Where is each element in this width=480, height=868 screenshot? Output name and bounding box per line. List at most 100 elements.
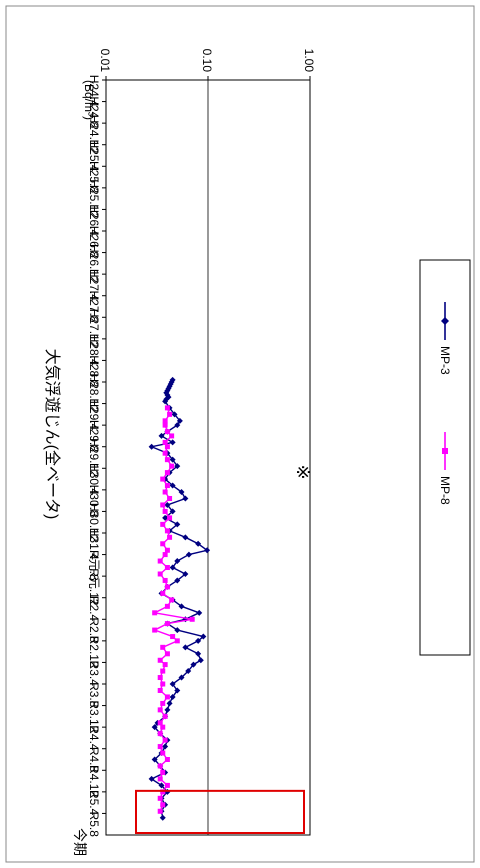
data-point-MP-8 — [164, 547, 170, 553]
data-point-MP-8 — [160, 700, 166, 706]
data-point-MP-8 — [157, 707, 163, 713]
data-point-MP-8 — [169, 433, 175, 439]
data-point-MP-3 — [169, 508, 176, 515]
data-point-MP-3 — [196, 609, 203, 616]
data-point-MP-8 — [164, 470, 170, 476]
data-point-MP-3 — [159, 814, 166, 821]
data-point-MP-3 — [195, 637, 202, 644]
data-point-MP-3 — [182, 534, 189, 541]
x-tick-label: H28.8 — [87, 355, 101, 387]
data-point-MP-8 — [157, 744, 163, 750]
data-point-MP-3 — [176, 417, 183, 424]
data-point-MP-8 — [162, 450, 168, 456]
legend-label-MP-8: MP-8 — [438, 476, 452, 505]
x-tick-label: H29.12 — [87, 438, 101, 477]
data-point-MP-8 — [164, 444, 170, 450]
data-point-MP-8 — [157, 657, 163, 663]
data-point-MP-8 — [169, 463, 175, 469]
data-point-MP-8 — [189, 616, 195, 622]
x-tick-label: H27.12 — [87, 309, 101, 348]
x-tick-label: H28.12 — [87, 373, 101, 412]
data-point-MP-3 — [158, 782, 165, 789]
x-tick-label: H24.12 — [87, 115, 101, 154]
data-point-MP-8 — [160, 802, 166, 808]
data-point-MP-8 — [160, 681, 166, 687]
x-tick-label: R元.12 — [87, 568, 101, 606]
data-point-MP-3 — [148, 775, 155, 782]
data-point-MP-3 — [171, 411, 178, 418]
x-tick-label: H29.8 — [87, 420, 101, 452]
data-point-MP-3 — [182, 570, 189, 577]
x-tick-label: H27.4 — [87, 269, 101, 301]
legend-marker-MP-3 — [441, 317, 449, 325]
x-tick-label: H30.4 — [87, 463, 101, 495]
data-point-MP-3 — [178, 603, 185, 610]
x-tick-label: H31.4 — [87, 528, 101, 560]
data-point-MP-8 — [160, 750, 166, 756]
data-point-MP-8 — [162, 713, 168, 719]
data-point-MP-3 — [162, 398, 169, 405]
data-point-MP-3 — [182, 644, 189, 651]
data-point-MP-3 — [166, 700, 173, 707]
data-point-MP-8 — [164, 782, 170, 788]
data-point-MP-8 — [157, 731, 163, 737]
data-point-MP-8 — [160, 644, 166, 650]
data-point-MP-3 — [169, 681, 176, 687]
data-point-MP-3 — [164, 706, 171, 713]
data-point-MP-8 — [160, 521, 166, 527]
data-point-MP-8 — [160, 668, 166, 674]
data-point-MP-8 — [162, 737, 168, 743]
data-point-MP-3 — [195, 650, 202, 657]
data-point-MP-3 — [162, 743, 169, 750]
chart-title: 大気浮遊じん(全ベータ) — [43, 349, 61, 520]
y-tick-label: 0.01 — [98, 49, 112, 73]
x-tick-label: H25.4 — [87, 139, 101, 171]
data-point-MP-3 — [162, 514, 169, 521]
data-point-MP-8 — [162, 422, 168, 428]
data-point-MP-8 — [167, 495, 173, 501]
x-tick-label: R4.8 — [87, 747, 101, 773]
x-tick-label: R3.8 — [87, 682, 101, 708]
data-point-MP-3 — [178, 674, 185, 681]
data-point-MP-3 — [185, 551, 192, 558]
data-point-MP-8 — [167, 534, 173, 540]
x-tick-label: H30.8 — [87, 485, 101, 517]
data-point-MP-8 — [169, 597, 175, 603]
data-point-MP-3 — [169, 439, 176, 446]
data-point-MP-8 — [174, 638, 180, 644]
data-point-MP-3 — [174, 521, 181, 528]
x-tick-label: H29.4 — [87, 398, 101, 430]
data-point-MP-3 — [174, 463, 181, 470]
data-point-MP-8 — [164, 757, 170, 762]
data-point-MP-3 — [169, 456, 176, 463]
x-tick-label: H30.12 — [87, 503, 101, 542]
data-point-MP-8 — [160, 590, 166, 596]
data-point-MP-8 — [157, 720, 163, 726]
data-point-MP-8 — [170, 634, 176, 640]
x-tick-label: R2.4 — [87, 596, 101, 622]
data-point-MP-8 — [160, 541, 166, 547]
current-period-box — [135, 789, 305, 834]
data-point-MP-3 — [204, 547, 211, 554]
data-point-MP-8 — [164, 429, 170, 435]
data-point-MP-8 — [157, 571, 163, 577]
data-point-MP-8 — [157, 808, 163, 814]
x-tick-label: H24.8 — [87, 96, 101, 128]
data-point-MP-8 — [164, 621, 170, 627]
data-point-MP-3 — [164, 501, 171, 508]
current-period-label: 今期 — [72, 828, 88, 856]
x-tick-label: R3.4 — [87, 661, 101, 687]
data-point-MP-8 — [162, 577, 168, 583]
x-tick-label: H28.4 — [87, 334, 101, 366]
data-point-MP-8 — [160, 502, 166, 508]
data-point-MP-3 — [185, 668, 192, 675]
data-point-MP-8 — [167, 515, 173, 521]
data-point-MP-3 — [151, 756, 158, 763]
x-tick-label: R2.8 — [87, 617, 101, 643]
x-tick-label: H24.4 — [87, 75, 101, 107]
data-point-MP-8 — [157, 675, 163, 681]
data-point-MP-3 — [148, 443, 155, 450]
data-point-MP-3 — [195, 540, 202, 547]
